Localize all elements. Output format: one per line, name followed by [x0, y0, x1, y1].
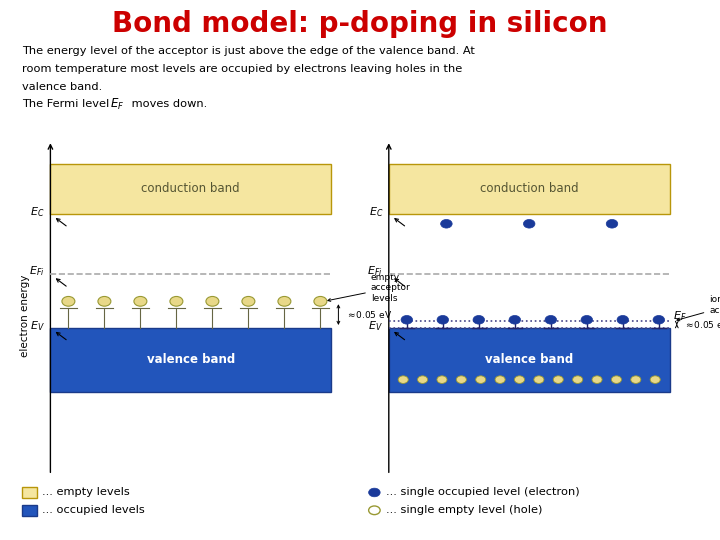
Circle shape: [437, 315, 449, 324]
Bar: [22, 487, 37, 498]
Circle shape: [650, 376, 660, 383]
Text: $E_V$: $E_V$: [30, 319, 45, 333]
Text: room temperature most levels are occupied by electrons leaving holes in the: room temperature most levels are occupie…: [22, 64, 462, 74]
Text: empty
acceptor
levels: empty acceptor levels: [328, 273, 410, 303]
Text: $E_F$: $E_F$: [673, 309, 687, 323]
Circle shape: [418, 376, 428, 383]
Text: $E_{Fi}$: $E_{Fi}$: [367, 264, 383, 278]
Text: ... single occupied level (electron): ... single occupied level (electron): [386, 488, 580, 497]
Text: ... single empty level (hole): ... single empty level (hole): [386, 505, 542, 515]
Text: ... empty levels: ... empty levels: [42, 488, 130, 497]
Circle shape: [134, 296, 147, 306]
Circle shape: [617, 315, 629, 324]
Circle shape: [98, 296, 111, 306]
Circle shape: [401, 315, 413, 324]
Circle shape: [369, 506, 380, 515]
Circle shape: [611, 376, 621, 383]
Text: conduction band: conduction band: [142, 183, 240, 195]
Circle shape: [314, 296, 327, 306]
Circle shape: [456, 376, 467, 383]
Text: valence band: valence band: [147, 353, 235, 366]
Text: ... occupied levels: ... occupied levels: [42, 505, 145, 515]
Circle shape: [369, 488, 380, 497]
Text: $E_C$: $E_C$: [369, 205, 383, 219]
Circle shape: [553, 376, 563, 383]
Circle shape: [242, 296, 255, 306]
Circle shape: [437, 376, 447, 383]
Text: moves down.: moves down.: [128, 99, 207, 109]
Circle shape: [581, 315, 593, 324]
Text: $E_C$: $E_C$: [30, 205, 45, 219]
Text: The energy level of the acceptor is just above the edge of the valence band. At: The energy level of the acceptor is just…: [22, 46, 474, 56]
Bar: [389, 328, 670, 392]
Text: $E_{Fi}$: $E_{Fi}$: [29, 264, 45, 278]
Text: valence band.: valence band.: [22, 82, 102, 92]
Bar: [389, 164, 670, 214]
Circle shape: [515, 376, 525, 383]
Circle shape: [495, 376, 505, 383]
Text: $E_V$: $E_V$: [368, 319, 383, 333]
Bar: [22, 505, 37, 516]
Circle shape: [473, 315, 485, 324]
Text: The Fermi level: The Fermi level: [22, 99, 112, 109]
Circle shape: [398, 376, 408, 383]
Text: $\approx\!0.05$ eV: $\approx\!0.05$ eV: [684, 319, 720, 330]
Circle shape: [572, 376, 582, 383]
Circle shape: [509, 315, 521, 324]
Circle shape: [476, 376, 486, 383]
Circle shape: [441, 219, 452, 228]
Circle shape: [62, 296, 75, 306]
Circle shape: [278, 296, 291, 306]
Text: electron energy: electron energy: [20, 275, 30, 357]
Circle shape: [653, 315, 665, 324]
Circle shape: [534, 376, 544, 383]
Text: conduction band: conduction band: [480, 183, 578, 195]
Text: $\approx\!0.05$ eV: $\approx\!0.05$ eV: [346, 309, 392, 320]
Text: ionised
acceptors: ionised acceptors: [677, 295, 720, 321]
Circle shape: [606, 219, 618, 228]
Bar: [50, 328, 331, 392]
Text: Bond model: p-doping in silicon: Bond model: p-doping in silicon: [112, 10, 608, 38]
Circle shape: [523, 219, 535, 228]
Circle shape: [170, 296, 183, 306]
Text: valence band: valence band: [485, 353, 573, 366]
Circle shape: [631, 376, 641, 383]
Circle shape: [592, 376, 602, 383]
Circle shape: [206, 296, 219, 306]
Bar: [50, 164, 331, 214]
Circle shape: [545, 315, 557, 324]
Text: $E_F$: $E_F$: [110, 97, 125, 112]
